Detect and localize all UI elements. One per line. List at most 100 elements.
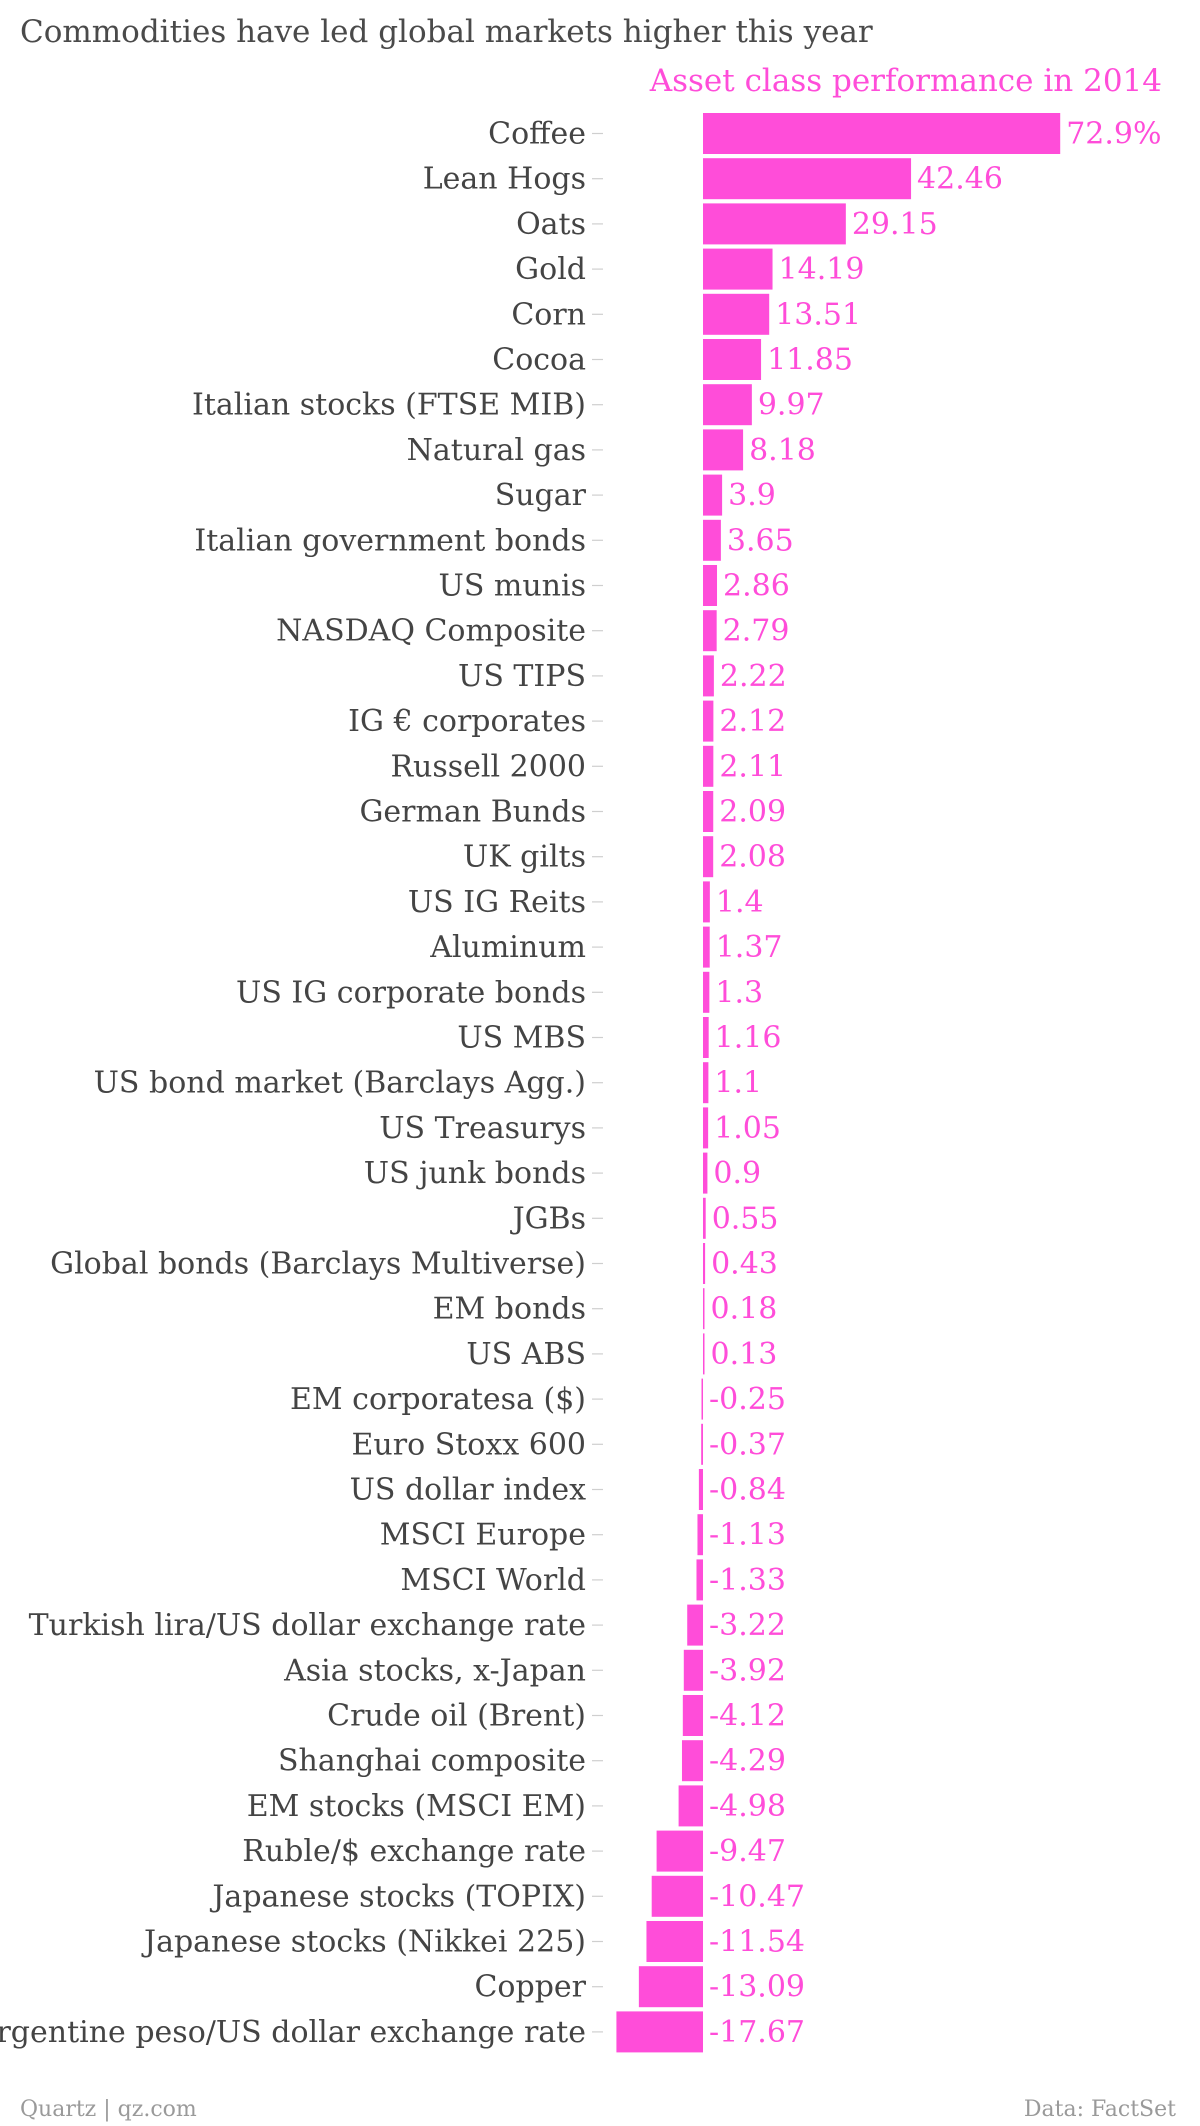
value-label: -9.47 (709, 1834, 786, 1869)
value-label: 8.18 (749, 433, 816, 468)
value-label: 1.4 (716, 885, 764, 920)
category-label: US IG Reits (408, 885, 586, 920)
value-label: -1.33 (709, 1563, 786, 1598)
bar (703, 565, 718, 606)
value-label: 0.43 (711, 1247, 778, 1282)
value-label: 1.37 (716, 930, 783, 965)
value-label: -4.29 (709, 1744, 786, 1779)
bar (703, 1062, 709, 1104)
category-label: German Bunds (359, 795, 586, 830)
category-label: MSCI World (400, 1563, 586, 1598)
bars-group: Coffee 72.9% Lean Hogs 42.46 Oats 29.15 Gold 14… (0, 113, 1162, 2053)
bar (638, 1966, 703, 2008)
value-label: 2.11 (719, 749, 786, 784)
value-label: 0.18 (711, 1292, 778, 1327)
category-label: Euro Stoxx 600 (352, 1427, 586, 1462)
category-label: EM stocks (MSCI EM) (247, 1789, 586, 1824)
category-label: Japanese stocks (Nikkei 225) (141, 1925, 586, 1960)
category-label: US IG corporate bonds (236, 975, 586, 1010)
value-label: -0.25 (709, 1382, 786, 1417)
category-label: NASDAQ Composite (276, 614, 586, 649)
bar (703, 881, 710, 923)
bar (703, 293, 770, 335)
value-label: -3.22 (709, 1608, 786, 1643)
value-label: 29.15 (852, 207, 938, 242)
category-label: Japanese stocks (TOPIX) (209, 1879, 586, 1914)
category-label: Ruble/$ exchange rate (242, 1834, 586, 1869)
value-label: 13.51 (775, 297, 861, 332)
value-label: 2.86 (723, 569, 790, 604)
bar (703, 474, 723, 516)
source-left: Quartz | qz.com (20, 2097, 197, 2122)
bar (616, 2011, 703, 2053)
bar (703, 1288, 705, 1330)
value-label: 1.1 (714, 1066, 762, 1101)
bar (703, 971, 710, 1013)
bar (683, 1649, 703, 1691)
category-label: Lean Hogs (423, 162, 586, 197)
category-label: UK gilts (463, 840, 586, 875)
value-label: 3.9 (728, 478, 776, 513)
value-label: 2.79 (723, 614, 790, 649)
bar (696, 1559, 703, 1601)
category-label: EM bonds (433, 1292, 586, 1327)
category-label: Russell 2000 (390, 749, 586, 784)
value-label: -4.12 (709, 1699, 786, 1734)
category-label: US Treasurys (379, 1111, 586, 1146)
category-label: US TIPS (458, 659, 586, 694)
category-label: Global bonds (Barclays Multiverse) (50, 1247, 586, 1282)
category-label: Crude oil (Brent) (327, 1699, 586, 1734)
category-label: Corn (511, 297, 586, 332)
category-label: Asia stocks, x-Japan (283, 1653, 586, 1688)
value-label: -4.98 (709, 1789, 786, 1824)
bar (697, 1514, 703, 1556)
value-label: 1.05 (714, 1111, 781, 1146)
bar (656, 1830, 703, 1872)
value-label: 72.9% (1066, 117, 1161, 152)
value-label: 42.46 (917, 162, 1003, 197)
category-label: Italian stocks (FTSE MIB) (192, 388, 586, 423)
category-label: Aluminum (429, 930, 586, 965)
chart-subtitle: Asset class performance in 2014 (649, 63, 1162, 99)
category-label: Coffee (488, 117, 586, 152)
bar (701, 1423, 703, 1465)
value-label: 0.9 (713, 1156, 761, 1191)
category-label: Oats (516, 207, 586, 242)
bar (703, 1152, 708, 1194)
value-label: 2.22 (720, 659, 787, 694)
value-label: 1.16 (715, 1021, 782, 1056)
value-label: -17.67 (709, 2015, 805, 2050)
category-label: US ABS (466, 1337, 586, 1372)
bar (703, 610, 717, 652)
value-label: -11.54 (709, 1925, 805, 1960)
bar (703, 248, 773, 290)
bar (701, 1378, 703, 1420)
category-label: Italian government bonds (194, 523, 586, 558)
category-label: US junk bonds (364, 1156, 586, 1191)
value-label: 3.65 (727, 523, 794, 558)
bar (703, 519, 721, 561)
category-label: US MBS (457, 1021, 586, 1056)
bar (698, 1469, 703, 1510)
bar (682, 1695, 703, 1736)
category-label: Cocoa (492, 343, 586, 378)
category-label: Sugar (495, 478, 587, 513)
bar (703, 339, 762, 380)
bar (703, 745, 714, 787)
category-label: EM corporatesa ($) (290, 1382, 586, 1417)
bar (703, 836, 714, 878)
bar (703, 791, 714, 832)
category-label: JGBs (510, 1201, 586, 1236)
category-label: Shanghai composite (278, 1744, 586, 1779)
value-label: -0.37 (709, 1427, 786, 1462)
bar (681, 1740, 703, 1782)
value-label: 9.97 (758, 388, 825, 423)
bar (703, 203, 846, 245)
bar (703, 1197, 706, 1239)
chart-title: Commodities have led global markets high… (20, 14, 873, 50)
category-label: Argentine peso/US dollar exchange rate (0, 2015, 586, 2050)
bar (703, 926, 710, 968)
bar (703, 113, 1061, 154)
value-label: 2.08 (719, 840, 786, 875)
value-label: -3.92 (709, 1653, 786, 1688)
